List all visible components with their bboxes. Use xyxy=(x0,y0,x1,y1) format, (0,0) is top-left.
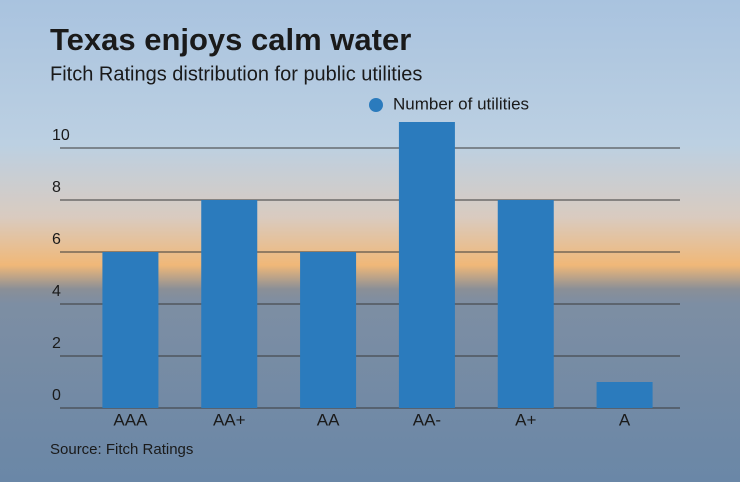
x-tick-label: AAA xyxy=(113,410,148,429)
chart-title: Texas enjoys calm water xyxy=(50,22,411,57)
y-tick-label: 10 xyxy=(52,127,70,144)
bar xyxy=(102,252,159,408)
bar xyxy=(398,122,455,408)
x-tick-label: A+ xyxy=(515,410,536,429)
bar xyxy=(300,252,357,408)
legend-marker xyxy=(369,98,383,112)
y-tick-label: 6 xyxy=(52,231,61,248)
y-tick-label: 2 xyxy=(52,335,61,352)
x-tick-label: A xyxy=(619,410,631,429)
source: Source: Fitch Ratings xyxy=(50,441,193,458)
bar xyxy=(596,382,653,408)
y-tick-label: 8 xyxy=(52,179,61,196)
bar xyxy=(497,200,554,408)
x-tick-label: AA- xyxy=(413,410,441,429)
legend-label: Number of utilities xyxy=(393,94,529,113)
bar xyxy=(201,200,258,408)
y-tick-label: 4 xyxy=(52,283,61,300)
chart-subtitle: Fitch Ratings distribution for public ut… xyxy=(50,63,422,85)
y-tick-label: 0 xyxy=(52,387,61,404)
x-tick-label: AA xyxy=(317,410,340,429)
x-tick-label: AA+ xyxy=(213,410,246,429)
